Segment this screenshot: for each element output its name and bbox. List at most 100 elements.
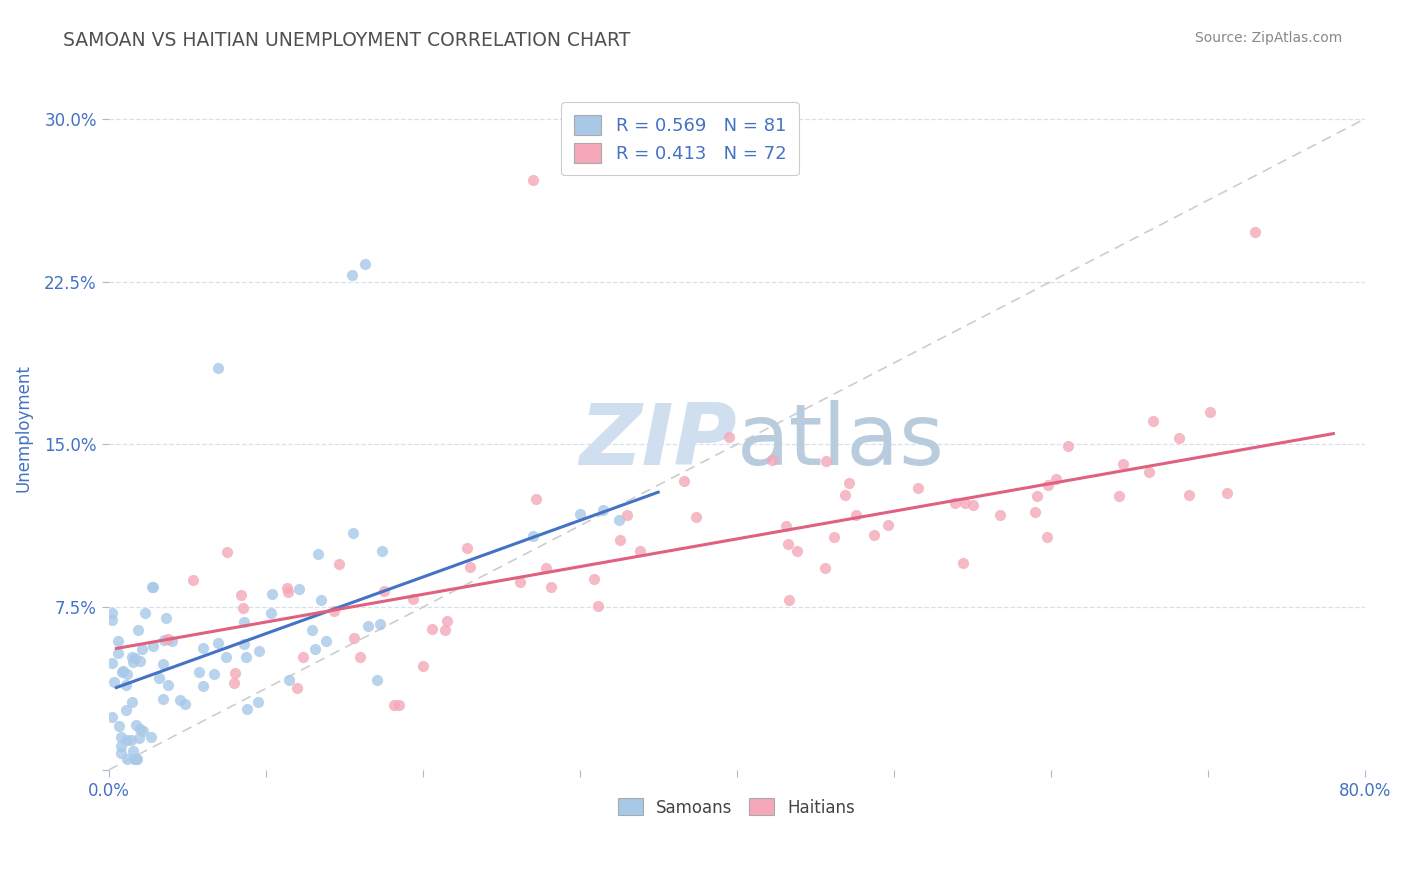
Point xyxy=(132,723,155,738)
Point xyxy=(304,642,326,657)
Point xyxy=(1026,490,1049,504)
Point xyxy=(108,718,131,732)
Point xyxy=(148,671,170,685)
Point xyxy=(155,611,177,625)
Point xyxy=(349,650,371,665)
Point xyxy=(215,650,238,665)
Point xyxy=(307,547,329,561)
Point xyxy=(1137,465,1160,479)
Point xyxy=(142,639,165,653)
Point xyxy=(157,632,180,646)
Point xyxy=(952,556,974,570)
Point xyxy=(191,640,214,655)
Point xyxy=(115,678,138,692)
Point xyxy=(1112,457,1135,471)
Point xyxy=(685,509,707,524)
Point xyxy=(169,693,191,707)
Point xyxy=(1108,489,1130,503)
Point xyxy=(152,691,174,706)
Point xyxy=(129,723,152,737)
Point xyxy=(534,561,557,575)
Point xyxy=(823,530,845,544)
Point xyxy=(814,560,837,574)
Point xyxy=(988,508,1011,522)
Point xyxy=(288,582,311,597)
Point xyxy=(232,637,254,651)
Point xyxy=(134,606,156,620)
Point xyxy=(202,667,225,681)
Point xyxy=(786,543,808,558)
Point xyxy=(236,702,259,716)
Point xyxy=(815,454,838,468)
Point xyxy=(1244,225,1267,239)
Point xyxy=(962,498,984,512)
Point xyxy=(152,657,174,671)
Point xyxy=(368,616,391,631)
Point xyxy=(586,599,609,613)
Point xyxy=(114,703,136,717)
Point xyxy=(232,601,254,615)
Point xyxy=(141,580,163,594)
Point xyxy=(100,656,122,670)
Point xyxy=(120,732,142,747)
Point xyxy=(121,649,143,664)
Point xyxy=(775,519,797,533)
Point xyxy=(315,634,337,648)
Point xyxy=(388,698,411,712)
Point xyxy=(276,581,298,595)
Point xyxy=(412,658,434,673)
Point xyxy=(460,560,482,574)
Point xyxy=(1057,439,1080,453)
Point xyxy=(876,517,898,532)
Point xyxy=(110,739,132,753)
Point xyxy=(121,695,143,709)
Point xyxy=(229,588,252,602)
Point xyxy=(233,615,256,629)
Point xyxy=(224,665,246,680)
Point xyxy=(128,731,150,746)
Point xyxy=(174,697,197,711)
Point xyxy=(110,731,132,745)
Point xyxy=(1036,478,1059,492)
Point xyxy=(291,650,314,665)
Point xyxy=(121,656,143,670)
Point xyxy=(1215,485,1237,500)
Point xyxy=(420,622,443,636)
Point xyxy=(131,641,153,656)
Point xyxy=(110,746,132,760)
Point xyxy=(953,496,976,510)
Point xyxy=(373,583,395,598)
Point xyxy=(260,606,283,620)
Point xyxy=(382,698,405,712)
Point xyxy=(156,678,179,692)
Point xyxy=(224,676,246,690)
Point xyxy=(191,679,214,693)
Point xyxy=(357,618,380,632)
Point xyxy=(128,654,150,668)
Legend: Samoans, Haitians: Samoans, Haitians xyxy=(612,792,862,823)
Point xyxy=(235,650,257,665)
Point xyxy=(107,646,129,660)
Point xyxy=(247,695,270,709)
Point xyxy=(366,673,388,687)
Point xyxy=(122,752,145,766)
Point xyxy=(1035,529,1057,543)
Text: SAMOAN VS HAITIAN UNEMPLOYMENT CORRELATION CHART: SAMOAN VS HAITIAN UNEMPLOYMENT CORRELATI… xyxy=(63,31,631,50)
Point xyxy=(718,430,741,444)
Point xyxy=(522,528,544,542)
Point xyxy=(761,453,783,467)
Point xyxy=(100,606,122,620)
Point xyxy=(127,624,149,638)
Point xyxy=(309,592,332,607)
Point xyxy=(142,580,165,594)
Point xyxy=(122,744,145,758)
Point xyxy=(107,634,129,648)
Point xyxy=(112,664,135,678)
Point xyxy=(342,526,364,541)
Point xyxy=(117,752,139,766)
Point xyxy=(845,508,868,522)
Point xyxy=(115,733,138,747)
Point xyxy=(863,528,886,542)
Point xyxy=(838,475,860,490)
Point xyxy=(628,544,651,558)
